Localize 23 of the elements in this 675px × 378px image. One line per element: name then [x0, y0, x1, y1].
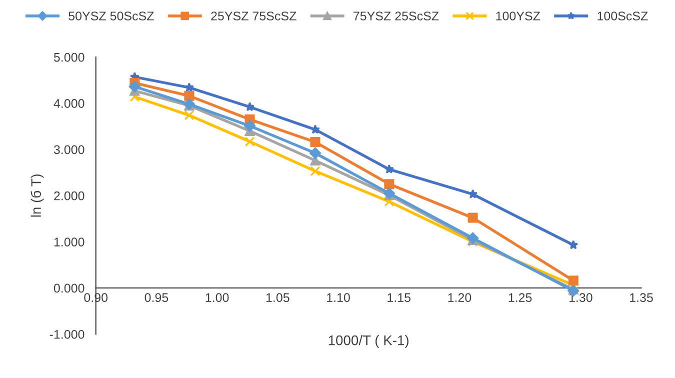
- legend-label: 75YSZ 25ScSZ: [354, 12, 439, 20]
- y-tick-label: 2.000: [54, 191, 84, 200]
- x-tick-label: 1.00: [206, 293, 229, 302]
- y-tick-label: 5.000: [54, 52, 84, 62]
- y-tick-label: 3.000: [54, 145, 84, 154]
- x-tick-label: 1.15: [388, 293, 410, 302]
- y-tick-label: 0.000: [54, 284, 84, 293]
- y-tick-label: 4.000: [54, 99, 84, 108]
- x-axis-title: 1000/T ( K-1): [328, 335, 408, 348]
- legend-label: 25YSZ 75ScSZ: [211, 12, 296, 20]
- x-tick-label: 1.30: [569, 293, 592, 302]
- legend-label: 100YSZ: [496, 12, 540, 20]
- x-tick-label: 1.10: [327, 293, 350, 302]
- legend-label: 50YSZ 50ScSZ: [68, 12, 154, 20]
- x-tick-label: 1.35: [630, 293, 653, 302]
- x-tick-label: 1.25: [508, 293, 532, 302]
- legend-label: 100ScSZ: [598, 12, 648, 20]
- x-tick-label: 0.95: [144, 293, 168, 302]
- y-tick-label: 1.000: [54, 238, 84, 246]
- y-tick-label: -1.000: [50, 330, 84, 339]
- x-tick-label: 1.05: [266, 293, 290, 302]
- y-axis-title: ln (б T): [30, 174, 44, 217]
- x-tick-label: 1.20: [448, 293, 472, 302]
